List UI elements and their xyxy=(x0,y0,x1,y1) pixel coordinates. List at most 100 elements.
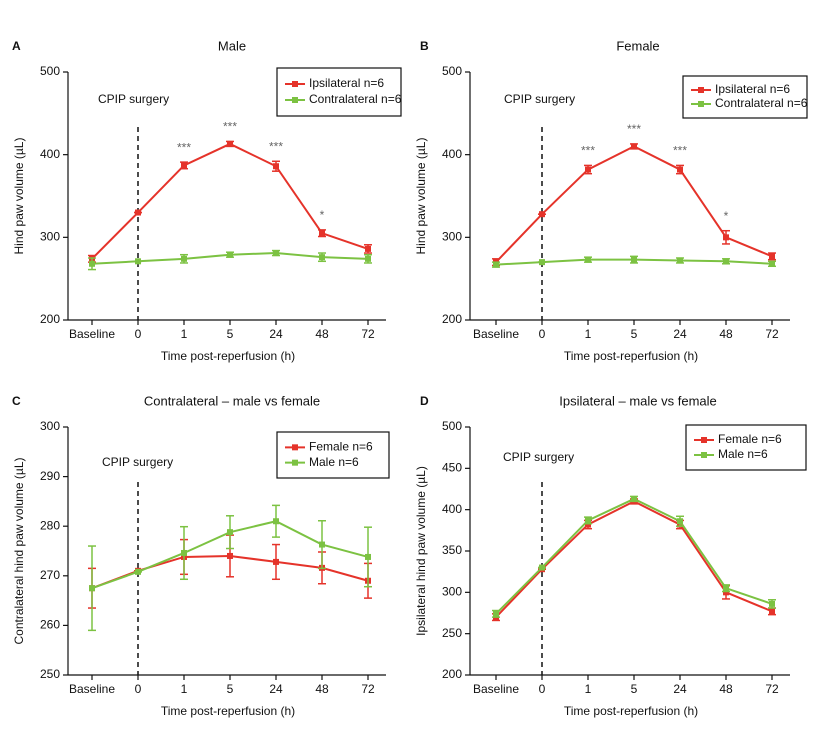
legend-label: Female n=6 xyxy=(718,432,782,446)
x-tick-label: 72 xyxy=(361,327,375,341)
legend-marker xyxy=(701,437,707,443)
x-tick-label: Baseline xyxy=(473,682,519,696)
y-tick-label: 450 xyxy=(442,461,462,475)
x-tick-label: 72 xyxy=(361,682,375,696)
panel: D Ipsilateral – male vs female CPIP surger… xyxy=(414,393,807,718)
panel-letter: A xyxy=(12,39,21,53)
y-tick-label: 250 xyxy=(40,667,60,681)
data-point xyxy=(365,245,371,252)
data-point xyxy=(723,258,729,265)
data-point xyxy=(769,260,775,267)
data-point xyxy=(365,255,371,262)
legend-label: Contralateral n=6 xyxy=(715,96,808,110)
legend-marker xyxy=(292,81,298,87)
significance-label: *** xyxy=(627,122,641,136)
legend-label: Ipsilateral n=6 xyxy=(309,76,384,90)
data-point xyxy=(135,209,141,216)
y-tick-label: 500 xyxy=(40,64,60,78)
data-point xyxy=(677,257,683,264)
x-tick-label: 72 xyxy=(765,327,779,341)
legend-label: Ipsilateral n=6 xyxy=(715,82,790,96)
legend-marker xyxy=(698,101,704,107)
legend-box xyxy=(682,75,808,119)
x-tick-label: 0 xyxy=(135,327,142,341)
data-point xyxy=(135,568,141,575)
legend-box xyxy=(276,431,390,479)
x-tick-label: 1 xyxy=(181,327,188,341)
x-tick-label: 5 xyxy=(227,327,234,341)
y-tick-label: 280 xyxy=(40,518,60,532)
data-point xyxy=(585,166,591,173)
data-point xyxy=(135,258,141,265)
x-axis-label: Time post-reperfusion (h) xyxy=(564,704,698,718)
data-point xyxy=(273,250,279,257)
annotation: CPIP surgery xyxy=(504,92,575,106)
data-point xyxy=(769,600,775,607)
legend-label: Female n=6 xyxy=(309,440,373,454)
data-point xyxy=(585,256,591,263)
significance-label: *** xyxy=(223,120,237,134)
legend-marker xyxy=(292,444,298,451)
annotation: CPIP surgery xyxy=(98,92,169,106)
y-tick-label: 200 xyxy=(442,667,462,681)
y-tick-label: 250 xyxy=(442,626,462,640)
chart-title: Contralateral – male vs female xyxy=(144,393,320,408)
x-tick-label: 24 xyxy=(269,682,283,696)
legend-marker xyxy=(292,97,298,103)
x-tick-label: 1 xyxy=(181,682,188,696)
data-point xyxy=(181,255,187,262)
data-point xyxy=(273,163,279,170)
series-line xyxy=(495,497,773,615)
series-line xyxy=(495,145,773,263)
x-tick-label: 0 xyxy=(539,327,546,341)
series-line xyxy=(91,142,369,260)
data-point xyxy=(319,254,325,261)
y-tick-label: 500 xyxy=(442,64,462,78)
x-tick-label: 24 xyxy=(269,327,283,341)
x-tick-label: Baseline xyxy=(69,327,115,341)
x-tick-label: 48 xyxy=(719,682,733,696)
y-tick-label: 500 xyxy=(442,419,462,433)
chart-title: Male xyxy=(218,38,246,53)
panel: B Female CPIP surgery 200 300 400 500 Baseline 0… xyxy=(414,38,808,363)
x-tick-label: 5 xyxy=(631,682,638,696)
legend-box xyxy=(276,67,402,117)
legend-label: Male n=6 xyxy=(718,447,768,461)
x-tick-label: 48 xyxy=(315,682,329,696)
significance-label: * xyxy=(320,208,325,222)
significance-label: *** xyxy=(673,144,687,158)
y-tick-label: 200 xyxy=(40,312,60,326)
x-axis-label: Time post-reperfusion (h) xyxy=(564,349,698,363)
data-point xyxy=(585,521,591,528)
legend-marker xyxy=(292,459,298,466)
x-tick-label: 24 xyxy=(673,327,687,341)
data-point xyxy=(273,518,279,525)
chart-title: Female xyxy=(616,38,659,53)
significance-label: *** xyxy=(177,140,191,154)
data-point xyxy=(631,495,637,502)
legend-marker xyxy=(698,87,704,93)
data-point xyxy=(227,552,233,559)
annotation: CPIP surgery xyxy=(503,450,574,464)
y-tick-label: 400 xyxy=(40,147,60,161)
data-point xyxy=(677,166,683,173)
y-tick-label: 300 xyxy=(442,230,462,244)
x-axis-label: Time post-reperfusion (h) xyxy=(161,349,295,363)
data-point xyxy=(181,549,187,556)
data-point xyxy=(227,140,233,147)
data-point xyxy=(89,260,95,267)
x-tick-label: 72 xyxy=(765,682,779,696)
y-axis-label: Contralateral hind paw volume (µL) xyxy=(12,457,26,644)
x-tick-label: Baseline xyxy=(473,327,519,341)
data-point xyxy=(585,517,591,524)
x-tick-label: 1 xyxy=(585,327,592,341)
data-point xyxy=(631,143,637,150)
chart-title: Ipsilateral – male vs female xyxy=(559,393,717,408)
data-point xyxy=(89,585,95,592)
series-line xyxy=(495,500,773,618)
y-tick-label: 300 xyxy=(40,230,60,244)
y-tick-label: 300 xyxy=(40,419,60,433)
x-axis-label: Time post-reperfusion (h) xyxy=(161,704,295,718)
significance-label: * xyxy=(724,209,729,223)
x-tick-label: 5 xyxy=(227,682,234,696)
